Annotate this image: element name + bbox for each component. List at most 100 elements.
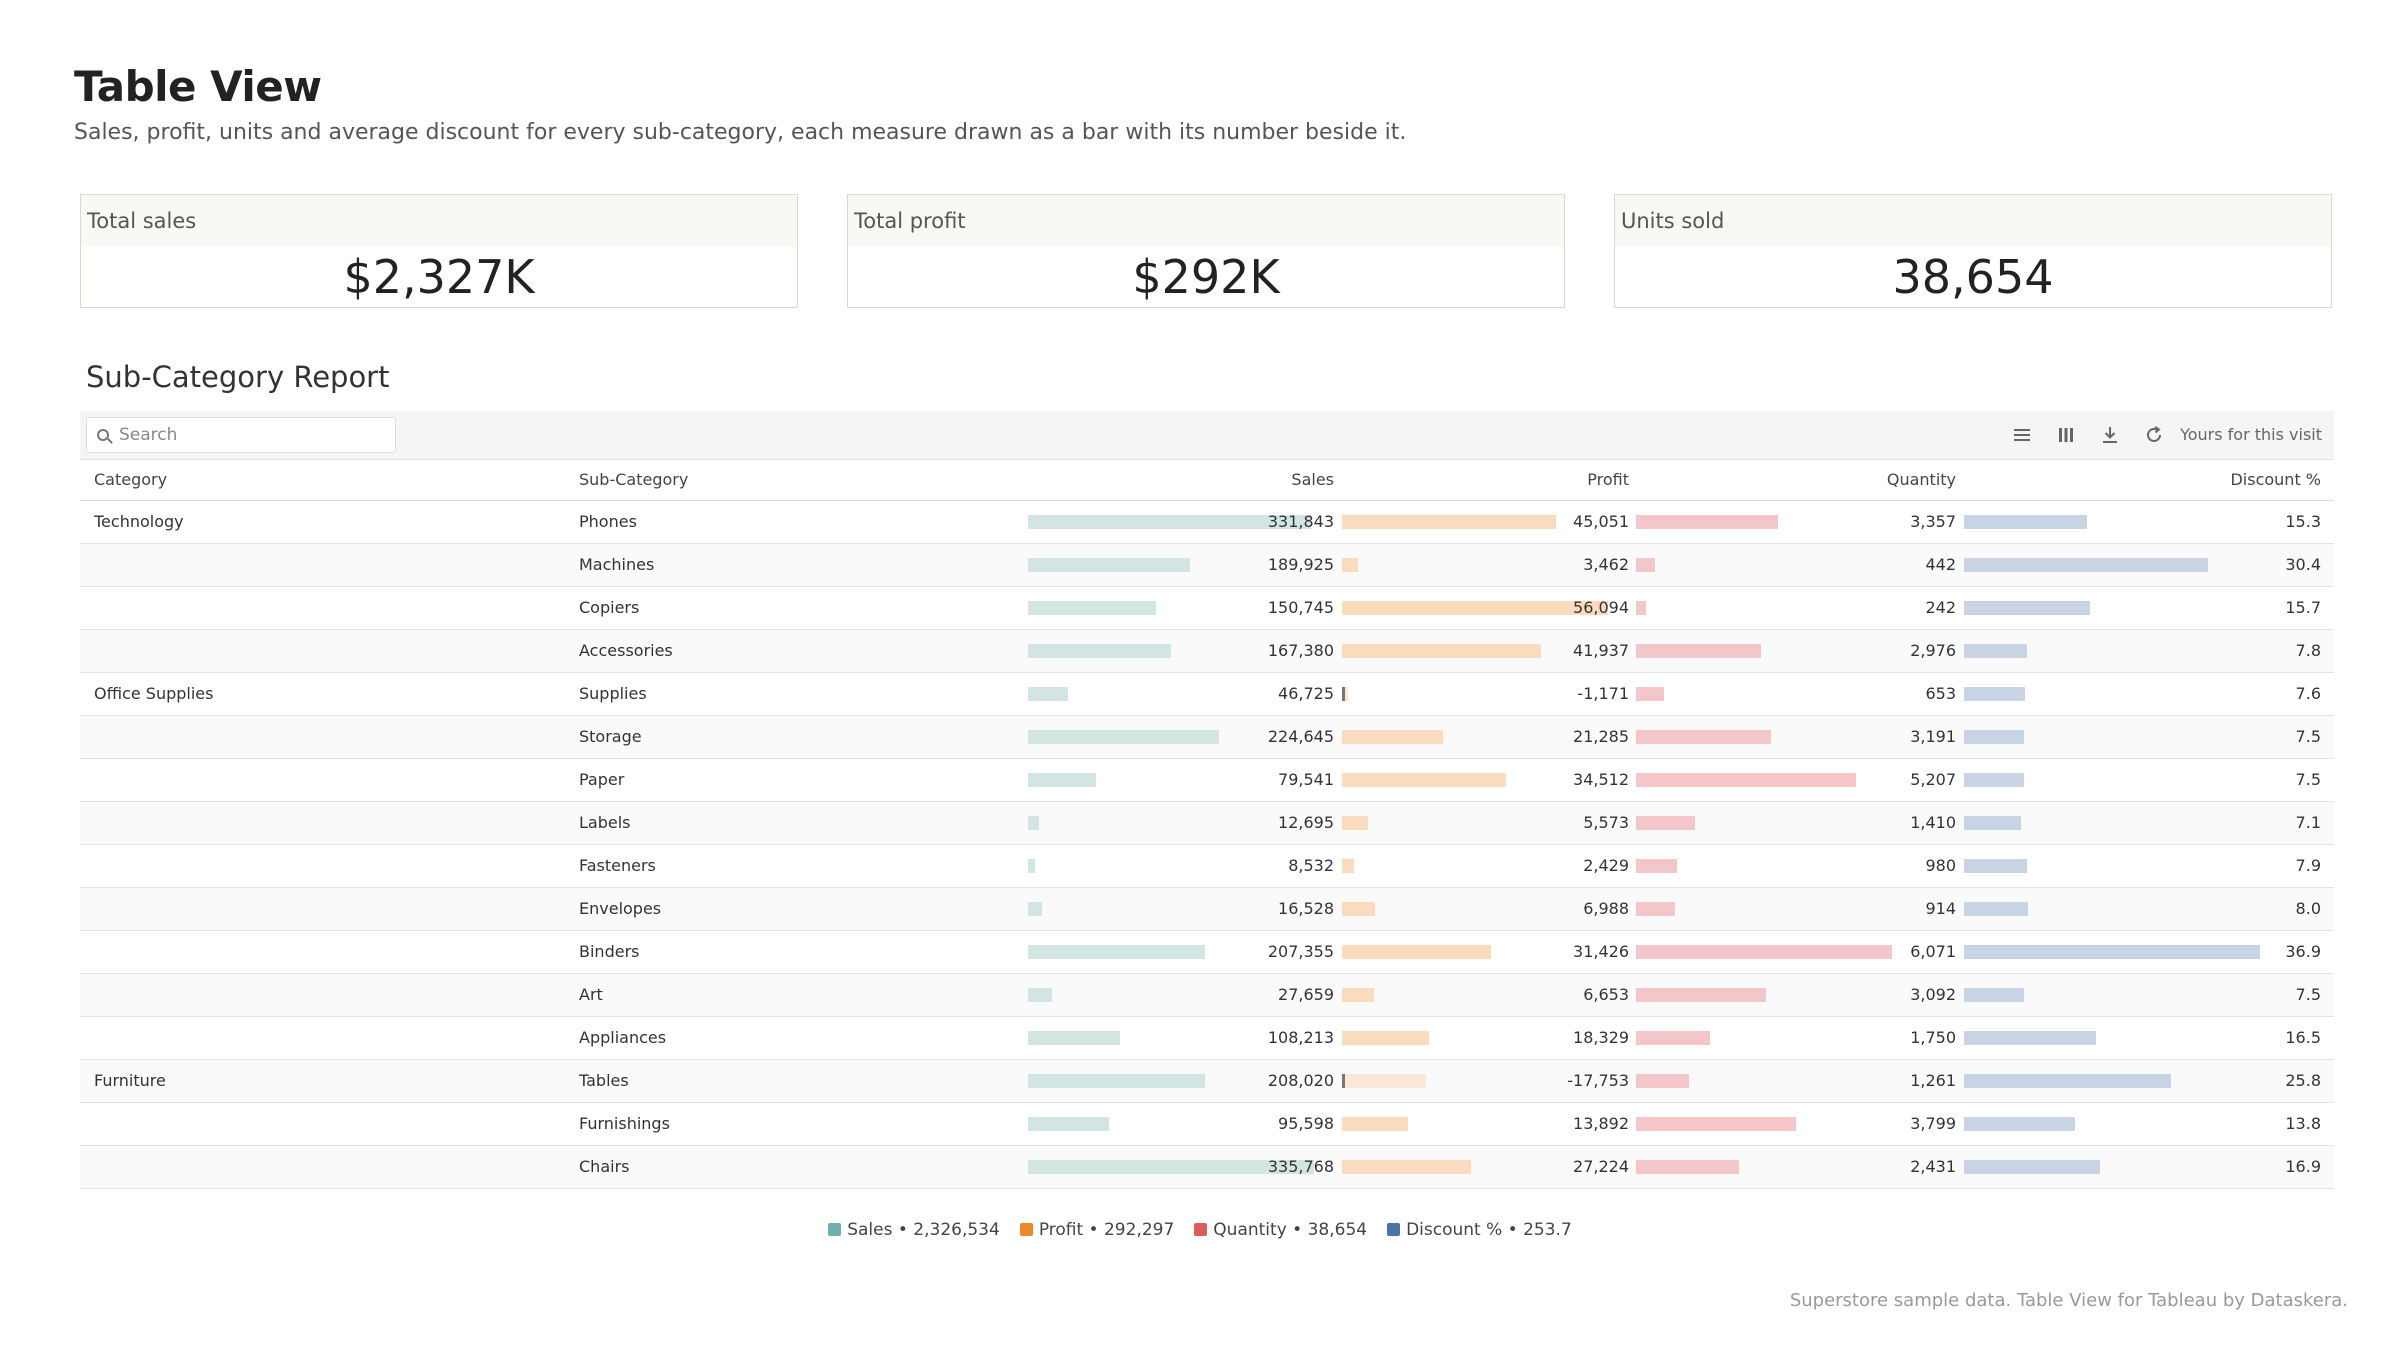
- cell-subcategory: Labels: [579, 813, 631, 832]
- cell-profit: 6,988: [1583, 899, 1629, 918]
- quantity-bar: [1636, 773, 1856, 787]
- column-header-subcategory[interactable]: Sub-Category: [579, 470, 689, 489]
- cell-subcategory: Machines: [579, 555, 655, 574]
- cell-discount: 7.5: [2295, 770, 2321, 789]
- cell-subcategory: Bookcases: [579, 1189, 664, 1201]
- quantity-bar: [1636, 1074, 1690, 1088]
- sales-bar: [1028, 558, 1190, 572]
- profit-bar: [1342, 1117, 1408, 1131]
- table-row[interactable]: Fasteners 8,532 2,429 980 7.9: [80, 845, 2334, 888]
- discount-bar: [1964, 515, 2087, 529]
- refresh-icon[interactable]: [2142, 423, 2166, 447]
- discount-bar: [1964, 988, 2025, 1002]
- cell-quantity: 1,750: [1910, 1028, 1956, 1047]
- cell-quantity: 653: [1925, 684, 1956, 703]
- discount-bar: [1964, 816, 2021, 830]
- table-row[interactable]: Storage 224,645 21,285 3,191 7.5: [80, 716, 2334, 759]
- column-header-sales[interactable]: Sales: [1291, 470, 1334, 489]
- table-row[interactable]: Binders 207,355 31,426 6,071 36.9: [80, 931, 2334, 974]
- table-row[interactable]: Accessories 167,380 41,937 2,976 7.8: [80, 630, 2334, 673]
- table-row[interactable]: Art 27,659 6,653 3,092 7.5: [80, 974, 2334, 1017]
- cell-discount: 30.4: [2285, 555, 2321, 574]
- cell-profit: 41,937: [1573, 641, 1629, 660]
- sales-bar: [1028, 859, 1036, 873]
- quantity-bar: [1636, 730, 1771, 744]
- cell-discount: 7.6: [2295, 684, 2321, 703]
- table-row[interactable]: Appliances 108,213 18,329 1,750 16.5: [80, 1017, 2334, 1060]
- negative-marker: [1342, 687, 1345, 701]
- cell-sales: 150,745: [1267, 598, 1334, 617]
- quantity-bar: [1636, 1117, 1797, 1131]
- table-body[interactable]: Technology Phones 331,843 45,051 3,357 15.3 Ma…: [80, 501, 2334, 1201]
- profit-bar: [1342, 1031, 1429, 1045]
- table-row[interactable]: Technology Phones 331,843 45,051 3,357 15.3: [80, 501, 2334, 544]
- table-row[interactable]: Paper 79,541 34,512 5,207 7.5: [80, 759, 2334, 802]
- table-row[interactable]: Machines 189,925 3,462 442 30.4: [80, 544, 2334, 587]
- cell-sales: 46,725: [1278, 684, 1334, 703]
- cell-quantity: 5,207: [1910, 770, 1956, 789]
- sales-bar: [1028, 816, 1039, 830]
- search-box[interactable]: [86, 417, 396, 453]
- sales-bar: [1028, 687, 1068, 701]
- discount-bar: [1964, 644, 2027, 658]
- cell-discount: 13.8: [2285, 1114, 2321, 1133]
- cell-subcategory: Accessories: [579, 641, 673, 660]
- table-row[interactable]: Furniture Tables 208,020 -17,753 1,261 25.8: [80, 1060, 2334, 1103]
- cell-discount: 16.9: [2285, 1157, 2321, 1176]
- column-header-category[interactable]: Category: [94, 470, 168, 489]
- column-header-quantity[interactable]: Quantity: [1886, 470, 1956, 489]
- legend-swatch: [1019, 1223, 1033, 1236]
- profit-bar: [1342, 859, 1354, 873]
- quantity-bar: [1636, 687, 1664, 701]
- cell-quantity: 3,191: [1910, 727, 1956, 746]
- table-row[interactable]: Envelopes 16,528 6,988 914 8.0: [80, 888, 2334, 931]
- sales-bar: [1028, 515, 1311, 529]
- cell-quantity: 242: [1925, 598, 1956, 617]
- sales-bar: [1028, 988, 1052, 1002]
- cell-sales: 114,880: [1268, 1189, 1334, 1201]
- table-row[interactable]: Furnishings 95,598 13,892 3,799 13.8: [80, 1103, 2334, 1146]
- column-header-discount[interactable]: Discount %: [2230, 470, 2321, 489]
- sales-bar: [1028, 1160, 1314, 1174]
- cell-sales: 207,355: [1267, 942, 1334, 961]
- discount-bar: [1964, 687, 2025, 701]
- kpi-value: $292K: [1132, 250, 1280, 304]
- profit-bar: [1342, 902, 1376, 916]
- sales-bar: [1028, 730, 1220, 744]
- profit-bar: [1342, 773, 1506, 787]
- legend-swatch: [828, 1223, 842, 1236]
- table-row[interactable]: Labels 12,695 5,573 1,410 7.1: [80, 802, 2334, 845]
- sales-bar: [1028, 902, 1043, 916]
- cell-quantity: 3,092: [1910, 985, 1956, 1004]
- cell-sales: 224,645: [1267, 727, 1334, 746]
- table-row[interactable]: Office Supplies Supplies 46,725 -1,171 653 7.…: [80, 673, 2334, 716]
- download-icon[interactable]: [2098, 423, 2122, 447]
- cell-quantity: 2,431: [1910, 1157, 1956, 1176]
- legend-item: Sales • 2,326,534: [828, 1220, 1000, 1240]
- cell-discount: 8.0: [2295, 899, 2321, 918]
- cell-subcategory: Phones: [579, 512, 637, 531]
- cell-discount: 21.1: [2285, 1189, 2321, 1201]
- cell-discount: 16.5: [2285, 1028, 2321, 1047]
- table-row[interactable]: Bookcases 114,880 -3,473 868 21.1: [80, 1189, 2334, 1201]
- table-row[interactable]: Copiers 150,745 56,094 242 15.7: [80, 587, 2334, 630]
- cell-quantity: 868: [1925, 1189, 1956, 1201]
- discount-bar: [1964, 601, 2090, 615]
- column-header-profit[interactable]: Profit: [1587, 470, 1629, 489]
- cell-quantity: 442: [1925, 555, 1956, 574]
- cell-discount: 7.1: [2295, 813, 2321, 832]
- quantity-bar: [1636, 1160, 1739, 1174]
- search-input[interactable]: [119, 422, 389, 448]
- quantity-bar: [1636, 601, 1647, 615]
- cell-quantity: 2,976: [1910, 641, 1956, 660]
- legend-swatch: [1194, 1223, 1208, 1236]
- columns-icon[interactable]: [2054, 423, 2078, 447]
- kpi-total-sales: Total sales $2,327K: [80, 194, 798, 308]
- cell-subcategory: Storage: [579, 727, 642, 746]
- cell-quantity: 6,071: [1910, 942, 1956, 961]
- rows-icon[interactable]: [2010, 423, 2034, 447]
- cell-subcategory: Furnishings: [579, 1114, 670, 1133]
- cell-quantity: 3,357: [1910, 512, 1956, 531]
- table-row[interactable]: Chairs 335,768 27,224 2,431 16.9: [80, 1146, 2334, 1189]
- cell-quantity: 3,799: [1910, 1114, 1956, 1133]
